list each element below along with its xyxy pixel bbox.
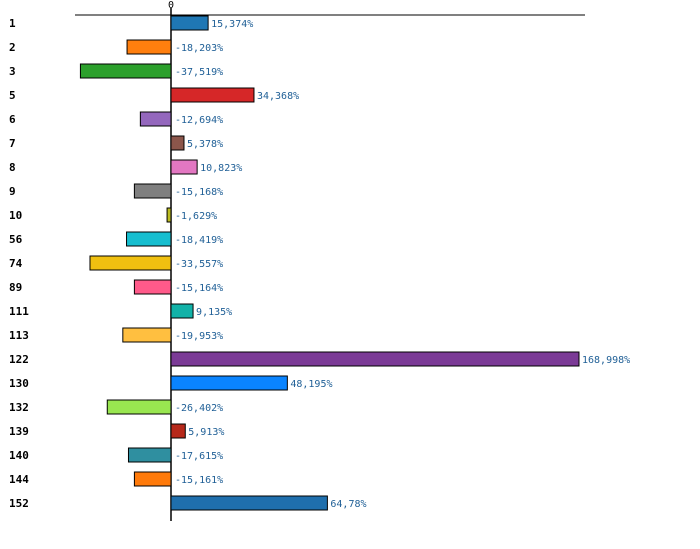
bar <box>170 135 185 151</box>
value-label: -19,953% <box>175 331 223 342</box>
category-label: 56 <box>9 233 23 246</box>
category-label: 7 <box>9 137 16 150</box>
bar <box>170 375 288 391</box>
bar <box>126 231 172 247</box>
category-label: 3 <box>9 65 16 78</box>
bar <box>133 183 172 199</box>
value-label: 168,998% <box>582 355 630 366</box>
category-label: 6 <box>9 113 16 126</box>
value-label: -26,402% <box>175 403 223 414</box>
category-label: 1 <box>9 17 16 30</box>
value-label: -18,203% <box>175 43 223 54</box>
bar <box>170 351 580 367</box>
category-label: 130 <box>9 377 29 390</box>
bar <box>139 111 172 127</box>
bar <box>126 39 172 55</box>
category-label: 89 <box>9 281 22 294</box>
bar <box>170 495 328 511</box>
value-label: 34,368% <box>257 91 299 102</box>
bar <box>106 399 172 415</box>
zero-tick-label: 0 <box>168 0 174 11</box>
value-label: -1,629% <box>175 211 217 222</box>
value-label: 5,913% <box>188 427 224 438</box>
value-label: 15,374% <box>211 19 253 30</box>
bar <box>122 327 172 343</box>
category-label: 113 <box>9 329 29 342</box>
value-label: -15,164% <box>175 283 223 294</box>
category-label: 10 <box>9 209 22 222</box>
bars-layer: 1 15,374% 2 -18,203% 3 -37,519% 5 34,368% 6 -12,6… <box>9 15 630 511</box>
category-label: 8 <box>9 161 16 174</box>
bar <box>170 159 198 175</box>
bar <box>166 207 172 223</box>
category-label: 111 <box>9 305 29 318</box>
category-label: 140 <box>9 449 29 462</box>
value-label: -17,615% <box>175 451 223 462</box>
value-label: 48,195% <box>290 379 332 390</box>
value-label: -37,519% <box>175 67 223 78</box>
bar <box>170 423 186 439</box>
bar <box>170 303 194 319</box>
value-label: 9,135% <box>196 307 232 318</box>
bar <box>89 255 172 271</box>
category-label: 144 <box>9 473 29 486</box>
category-label: 139 <box>9 425 29 438</box>
value-label: -15,168% <box>175 187 223 198</box>
bar <box>170 87 255 103</box>
value-label: 5,378% <box>187 139 223 150</box>
value-label: -33,557% <box>175 259 223 270</box>
category-label: 2 <box>9 41 16 54</box>
bar <box>133 471 172 487</box>
value-label: 64,78% <box>330 499 366 510</box>
category-label: 152 <box>9 497 29 510</box>
category-label: 132 <box>9 401 29 414</box>
bar <box>79 63 172 79</box>
value-label: 10,823% <box>200 163 242 174</box>
value-label: -18,419% <box>175 235 223 246</box>
value-label: -12,694% <box>175 115 223 126</box>
category-label: 122 <box>9 353 29 366</box>
category-label: 74 <box>9 257 23 270</box>
bar <box>133 279 172 295</box>
value-label: -15,161% <box>175 475 223 486</box>
category-label: 5 <box>9 89 16 102</box>
bar <box>170 15 209 31</box>
bar <box>127 447 172 463</box>
category-label: 9 <box>9 185 16 198</box>
